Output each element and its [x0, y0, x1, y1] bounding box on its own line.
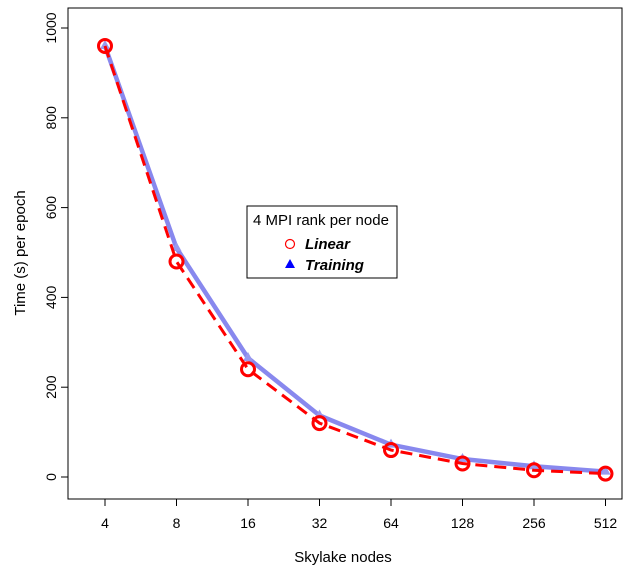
y-tick-label-0: 0 [43, 473, 59, 481]
legend-entry-training: Training [305, 257, 364, 274]
linear-point-512 [597, 465, 614, 482]
x-tick-label-256: 256 [522, 515, 546, 531]
x-tick-label-16: 16 [240, 515, 256, 531]
series-linear-line [103, 45, 606, 476]
y-tick-label-800: 800 [43, 106, 59, 130]
x-axis-title: Skylake nodes [294, 549, 392, 566]
series-training-line [102, 45, 606, 474]
y-axis-title: Time (s) per epoch [12, 190, 29, 315]
x-tick-label-128: 128 [451, 515, 475, 531]
linear-point-8 [168, 253, 185, 270]
y-tick-label-200: 200 [43, 375, 59, 399]
y-tick-label-1000: 1000 [43, 12, 59, 43]
training-point-16 [243, 352, 253, 362]
y-tick-label-600: 600 [43, 196, 59, 220]
x-tick-label-512: 512 [594, 515, 618, 531]
legend-marker-linear [284, 238, 296, 250]
training-point-512 [600, 465, 611, 475]
training-point-4 [100, 39, 110, 49]
x-axis: 4 8 16 32 64 128 256 512 [101, 498, 618, 531]
legend-entry-linear: Linear [305, 236, 351, 253]
y-tick-label-400: 400 [43, 286, 59, 310]
x-tick-label-64: 64 [383, 515, 399, 531]
linear-point-128 [454, 455, 471, 472]
linear-point-16 [240, 361, 256, 378]
linear-point-64 [383, 442, 399, 459]
training-point-8 [171, 242, 182, 252]
legend: 4 MPI rank per node Linear Training [246, 205, 398, 279]
linear-point-256 [526, 462, 542, 479]
x-tick-label-32: 32 [312, 515, 328, 531]
x-tick-label-4: 4 [101, 515, 109, 531]
legend-box [246, 205, 398, 279]
x-tick-label-8: 8 [173, 515, 181, 531]
linear-point-4 [97, 37, 113, 54]
y-axis: 0 200 400 600 800 1000 [43, 12, 69, 481]
series-layer [97, 37, 614, 482]
linear-point-32 [311, 415, 328, 432]
legend-title: 4 MPI rank per node [253, 212, 389, 229]
legend-marker-training [285, 259, 295, 268]
